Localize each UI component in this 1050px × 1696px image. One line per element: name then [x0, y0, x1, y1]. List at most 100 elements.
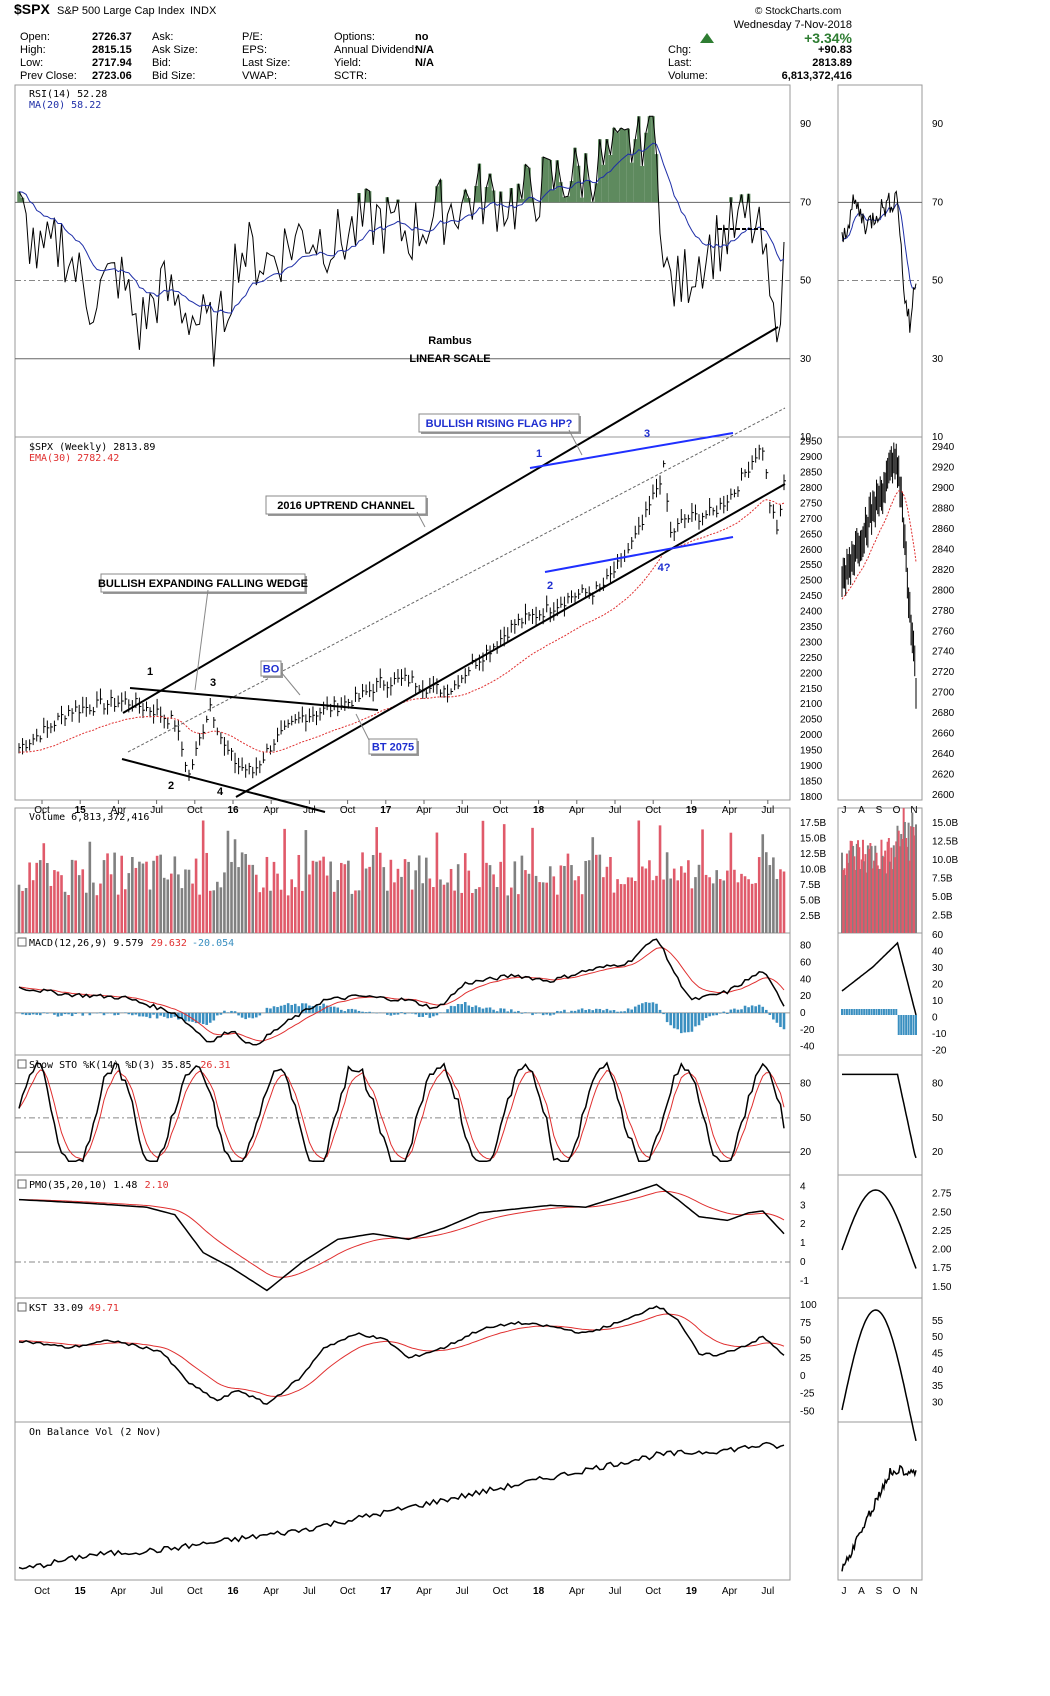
flag-lower-line — [544, 536, 734, 573]
inset-sto-line — [842, 1073, 917, 1159]
volume-bar — [329, 861, 332, 933]
label-box — [100, 573, 306, 593]
macd-hist-bar — [223, 1010, 226, 1013]
symbol: $SPX — [14, 1, 50, 17]
sto-k-line — [18, 1061, 785, 1163]
macd-hist-bar — [272, 1006, 276, 1013]
author-label: Rambus — [428, 335, 471, 347]
volume-bar — [704, 874, 708, 933]
flag-point-4: 4? — [658, 562, 671, 574]
inset-panel-frame — [837, 1297, 923, 1423]
y-tick-label: -1 — [800, 1276, 809, 1287]
macd-hist-bar — [297, 1006, 301, 1013]
inset-rsi-ma — [841, 203, 917, 289]
macd-hist-bar — [687, 1012, 690, 1033]
inset-macd-hist — [848, 1009, 851, 1015]
bt-label: BT 2075 — [368, 738, 419, 756]
x-tick-label: Oct — [34, 805, 50, 816]
volume-bar — [729, 832, 733, 933]
volume-bar — [672, 868, 676, 933]
y-tick-label: 20 — [800, 1147, 812, 1158]
volume-bar — [212, 890, 216, 933]
inset-panel-frame — [837, 1421, 923, 1581]
field-value: N/A — [415, 57, 434, 69]
volume-bar — [580, 894, 584, 933]
volume-bar — [626, 877, 630, 933]
volume-bar — [556, 894, 559, 933]
macd-hist-bar — [286, 1003, 290, 1013]
macd-hist-bar — [113, 1012, 116, 1016]
channel-lower-line — [235, 483, 786, 798]
volume-bar — [371, 855, 375, 933]
legend-icon — [17, 1302, 27, 1312]
y-tick-label: 10 — [932, 432, 944, 443]
macd-hist-bar — [208, 1012, 212, 1023]
volume-bar — [488, 865, 492, 933]
volume-bar — [697, 864, 701, 933]
x-tick-label: S — [876, 1586, 883, 1597]
y-tick-label: 80 — [800, 941, 812, 952]
volume-bar — [148, 889, 152, 933]
volume-bar — [230, 861, 233, 933]
field-label: Ask Size: — [152, 44, 198, 56]
macd-hist-bar — [524, 1012, 527, 1013]
inset-macd-hist — [895, 1009, 898, 1015]
x-tick-label: Jul — [303, 805, 316, 816]
x-tick-label: Jul — [150, 805, 163, 816]
macd-hist-bar — [467, 1005, 471, 1013]
panel-frame — [14, 932, 791, 1056]
inset-volume-bar — [843, 868, 846, 933]
inset-panel-frame — [837, 1054, 923, 1176]
inset-volume-bar — [884, 850, 887, 933]
field-label: Volume: — [668, 70, 708, 82]
volume-bar — [109, 874, 113, 933]
macd-hist-bar — [485, 1007, 488, 1013]
volume-bar — [116, 894, 120, 933]
field-value: N/A — [415, 44, 434, 56]
x-tick-label: Oct — [493, 805, 509, 816]
volume-bar — [120, 855, 124, 933]
y-tick-label: 1 — [800, 1238, 806, 1249]
y-tick-label: 2200 — [800, 668, 823, 679]
x-tick-label: Apr — [569, 1586, 585, 1597]
macd-hist-bar — [336, 1007, 340, 1013]
volume-bar — [701, 829, 704, 933]
x-tick-label: 15 — [75, 1586, 87, 1597]
y-tick-label: 1850 — [800, 776, 823, 787]
bo-label-text: BO — [263, 664, 280, 676]
legend-label: 29.632 — [151, 938, 187, 949]
y-tick-label: 3 — [800, 1200, 806, 1211]
inset-macd-hist — [843, 1009, 846, 1015]
volume-bar — [127, 873, 131, 933]
macd-hist-bar — [718, 1012, 722, 1014]
volume-bar — [435, 832, 439, 933]
field-label: Yield: — [334, 57, 361, 69]
up-arrow-icon — [700, 33, 714, 43]
inset-macd-hist — [887, 1009, 890, 1015]
macd-hist-bar — [541, 1012, 545, 1016]
volume-bar — [279, 889, 283, 933]
volume-bar — [386, 890, 389, 933]
macd-hist-bar — [513, 1011, 517, 1013]
y-tick-label: 2950 — [800, 437, 823, 448]
macd-hist-bar — [637, 1004, 641, 1013]
inset-macd-hist — [878, 1009, 880, 1015]
volume-bar — [347, 860, 350, 933]
exchange: INDX — [190, 5, 217, 17]
volume-bar — [563, 865, 566, 933]
x-tick-label: Apr — [111, 805, 127, 816]
volume-bar — [339, 862, 343, 933]
volume-bar — [251, 864, 255, 933]
inset-volume-bar — [865, 872, 868, 933]
inset-macd-hist — [868, 1009, 871, 1015]
y-tick-label: 30 — [932, 354, 944, 365]
macd-hist-bar — [155, 1012, 159, 1019]
macd-hist-bar — [577, 1009, 580, 1013]
y-tick-label: 2550 — [800, 560, 823, 571]
flag-label: BULLISH RISING FLAG HP? — [418, 413, 581, 434]
macd-hist-bar — [63, 1012, 67, 1015]
inset-volume-bar — [852, 845, 855, 933]
macd-hist-bar — [750, 1005, 754, 1013]
volume-bar — [70, 859, 74, 933]
volume-bar — [393, 882, 396, 933]
